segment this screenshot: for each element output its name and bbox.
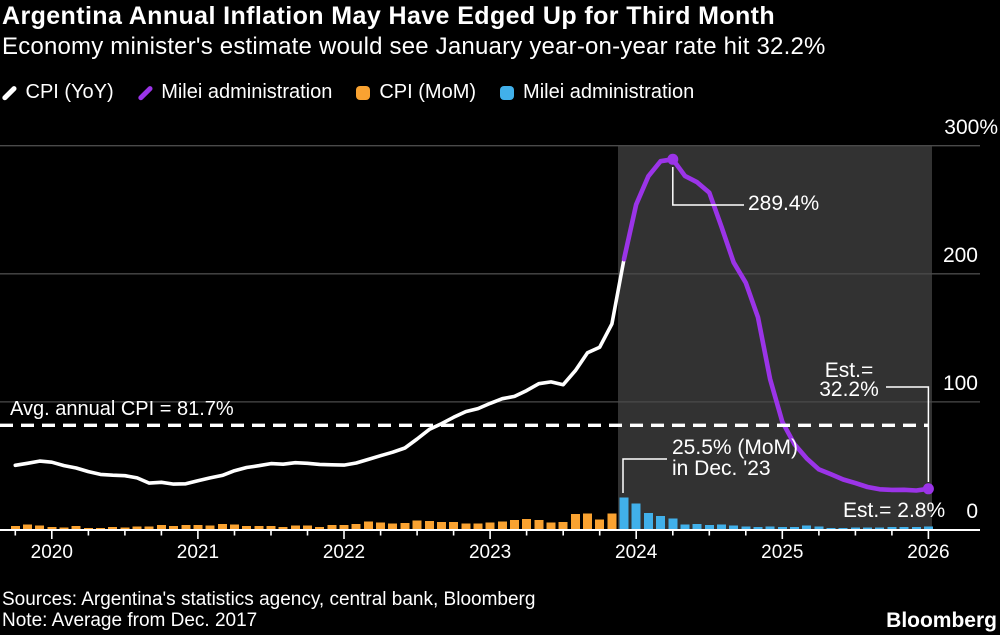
x-axis-ticks	[14, 530, 930, 539]
cpi-yoy-line	[13, 257, 626, 486]
x-axis-year-label: 2023	[468, 542, 512, 563]
estimate-dot	[922, 483, 934, 495]
legend-item-label: Milei administration	[523, 81, 695, 103]
x-axis-year-label: 2021	[176, 542, 220, 563]
bar-series-marker-icon	[356, 85, 371, 100]
avg-cpi-annotation: Avg. annual CPI = 81.7%	[10, 398, 234, 420]
legend-item-label: CPI (YoY)	[25, 81, 114, 103]
estimate-yoy-bracket	[886, 386, 930, 482]
note-text: Note: Average from Dec. 2017	[2, 610, 258, 631]
legend-item: CPI (MoM)	[356, 81, 476, 104]
y-axis-label-200: 200	[942, 244, 978, 267]
legend-item: Milei administration	[500, 81, 694, 104]
x-axis-year-label: 2026	[907, 542, 950, 563]
legend-item: Milei administration	[136, 81, 333, 104]
legend-item-label: CPI (MoM)	[379, 81, 477, 103]
legend-item-label: Milei administration	[161, 81, 333, 103]
legend: CPI (YoY) Milei administration CPI (MoM) Mi…	[1, 81, 694, 104]
y-axis-label-0: 0	[966, 500, 978, 523]
bar-series	[10, 513, 617, 530]
estimate-mom-annotation: Est.= 2.8%	[843, 499, 946, 522]
x-axis-year-label: 2022	[322, 542, 366, 563]
legend-item: CPI (YoY)	[1, 81, 114, 104]
mom-dec23-bracket	[622, 458, 667, 493]
annotation-brackets	[622, 167, 930, 493]
x-axis-year-label: 2025	[761, 542, 804, 563]
y-axis-label-300: 300%	[944, 116, 998, 139]
line-series-marker-icon	[136, 84, 153, 101]
peak-dot	[667, 153, 679, 165]
bar-series-marker-icon	[500, 85, 515, 100]
estimate-yoy-annotation: Est.= 32.2%	[816, 359, 882, 401]
sources-text: Sources: Argentina's statistics agency, …	[2, 589, 536, 610]
line-series-marker-icon	[1, 84, 18, 101]
mom-dec23-annotation: 25.5% (MoM) in Dec. '23	[672, 437, 798, 479]
chart-title: Argentina Annual Inflation May Have Edge…	[2, 2, 776, 30]
x-axis-year-label: 2020	[30, 542, 73, 563]
milei-period-shade	[618, 145, 932, 530]
x-axis-year-label: 2024	[615, 542, 658, 563]
peak-bracket	[672, 167, 744, 206]
bloomberg-logo: Bloomberg	[886, 609, 997, 632]
mom-dec23-line2: in Dec. '23	[672, 457, 771, 480]
mom-dec23-line1: 25.5% (MoM)	[672, 436, 799, 459]
estimate-yoy-line2: 32.2%	[819, 378, 879, 401]
chart-subtitle: Economy minister's estimate would see Ja…	[2, 33, 826, 60]
peak-annotation: 289.4%	[748, 192, 820, 215]
estimate-yoy-line1: Est.=	[824, 359, 874, 382]
y-axis-label-100: 100	[942, 372, 978, 395]
